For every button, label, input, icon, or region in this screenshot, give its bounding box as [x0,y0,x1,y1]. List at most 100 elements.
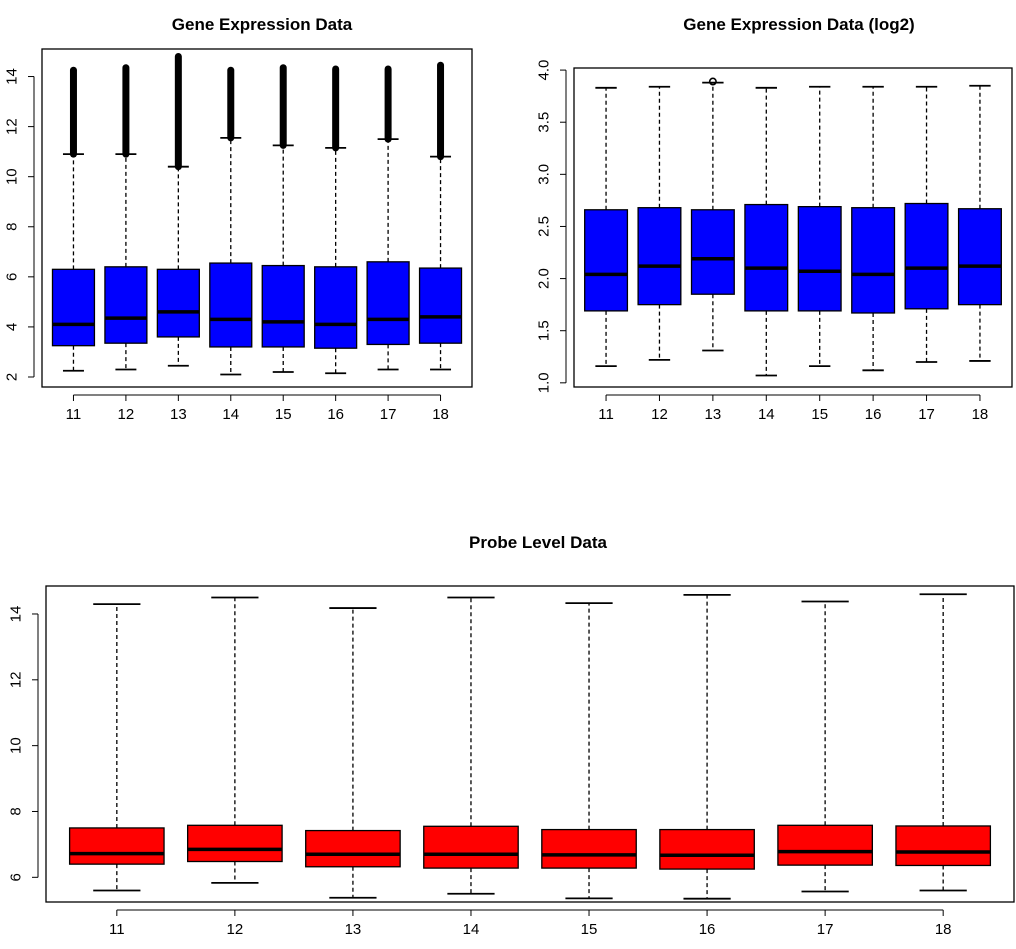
gene-expression-log2-title: Gene Expression Data (log2) [683,15,914,34]
probe-x-tick-label: 17 [817,921,834,938]
log2-box-15 [797,85,842,368]
gene-y-tick-label: 2 [4,373,21,381]
probe-level-title: Probe Level Data [469,533,607,552]
log2-y-tick-label: 4.0 [536,60,553,81]
iqr-box [68,827,165,865]
iqr-box [797,206,842,312]
iqr-box [895,825,992,867]
probe-x-tick-label: 11 [109,921,125,938]
iqr-box [314,266,358,349]
iqr-box [777,824,873,866]
log2-box-14 [744,86,789,377]
log2-x-tick-label: 17 [918,406,935,423]
gene-box-17 [366,65,410,371]
log2-box-18 [957,84,1002,362]
iqr-box [261,264,305,348]
gene-y-tick-label: 12 [4,118,21,135]
probe-x-tick-label: 15 [581,921,598,938]
probe-box-16 [659,593,755,900]
iqr-box [187,824,283,863]
gene-plot-frame [41,48,473,388]
log2-box-11 [584,86,629,368]
iqr-box [851,207,896,314]
gene-box-12 [104,64,148,371]
iqr-box [957,208,1002,306]
log2-box-17 [904,85,949,363]
probe-level-panel: Probe Level Data 6 8 10 12 14 11 12 13 14 15 16 17 1… [8,533,1015,938]
log2-box-16 [851,85,896,372]
iqr-box [305,829,401,868]
probe-x-tick-label: 14 [463,921,480,938]
probe-box-17 [777,600,873,893]
probe-box-14 [423,596,519,895]
probe-box-11 [68,603,165,892]
gene-expression-panel: Gene Expression Data 2 4 6 8 10 12 14 11 12 13 14 1… [4,15,473,423]
gene-box-15 [261,64,305,373]
probe-plot-frame [45,585,1015,903]
log2-y-tick-label: 3.0 [536,164,553,185]
probe-y-tick-label: 10 [8,737,25,754]
probe-box-12 [187,596,283,884]
gene-x-tick-label: 12 [118,406,135,423]
log2-plot-frame [573,67,1013,388]
gene-expression-title: Gene Expression Data [172,15,353,34]
probe-y-tick-label: 6 [8,873,25,881]
gene-box-18 [418,61,463,371]
probe-box-18 [895,593,992,892]
iqr-box [659,828,755,870]
log2-x-tick-label: 14 [758,406,775,423]
outlier-point [708,77,717,86]
log2-y-tick-label: 1.5 [536,320,553,341]
gene-x-tick-label: 15 [275,406,292,423]
log2-x-tick-label: 15 [811,406,828,423]
iqr-box [541,828,637,869]
gene-x-tick-label: 16 [327,406,344,423]
iqr-box [744,203,789,312]
log2-box-12 [637,85,682,361]
iqr-box [584,209,629,312]
iqr-box [156,268,200,338]
gene-x-tick-label: 17 [380,406,397,423]
gene-x-tick-label: 11 [66,406,82,423]
log2-y-tick-label: 1.0 [536,372,553,393]
iqr-box [423,825,519,869]
gene-y-tick-label: 8 [4,223,21,231]
gene-y-tick-label: 10 [4,168,21,185]
log2-x-tick-label: 13 [705,406,722,423]
log2-box-13 [690,77,735,352]
gene-box-13 [156,53,200,367]
log2-x-tick-label: 11 [598,406,614,423]
probe-x-tick-label: 16 [699,921,716,938]
probe-x-tick-label: 12 [227,921,244,938]
probe-x-tick-label: 18 [935,921,952,938]
iqr-box [418,267,463,344]
iqr-box [637,207,682,306]
probe-y-tick-label: 12 [8,671,25,688]
gene-y-tick-label: 14 [4,68,21,85]
gene-box-11 [51,66,96,372]
log2-y-tick-label: 2.0 [536,268,553,289]
probe-y-tick-label: 8 [8,807,25,815]
gene-x-tick-label: 13 [170,406,187,423]
probe-x-tick-label: 13 [345,921,362,938]
probe-box-13 [305,607,401,899]
iqr-box [904,202,949,310]
log2-y-tick-label: 2.5 [536,216,553,237]
iqr-box [104,266,148,344]
gene-y-tick-label: 4 [4,323,21,331]
gene-x-tick-label: 18 [432,406,449,423]
log2-x-tick-label: 12 [651,406,668,423]
gene-expression-log2-panel: Gene Expression Data (log2) 1.0 1.5 2.0 2.5… [536,15,1013,423]
iqr-box [690,209,735,295]
log2-x-tick-label: 18 [972,406,989,423]
iqr-box [209,262,253,348]
gene-y-tick-label: 6 [4,273,21,281]
gene-x-tick-label: 14 [222,406,239,423]
iqr-box [51,268,96,347]
probe-y-tick-label: 14 [8,606,25,623]
iqr-box [366,261,410,346]
log2-x-tick-label: 16 [865,406,882,423]
gene-box-16 [314,65,358,375]
